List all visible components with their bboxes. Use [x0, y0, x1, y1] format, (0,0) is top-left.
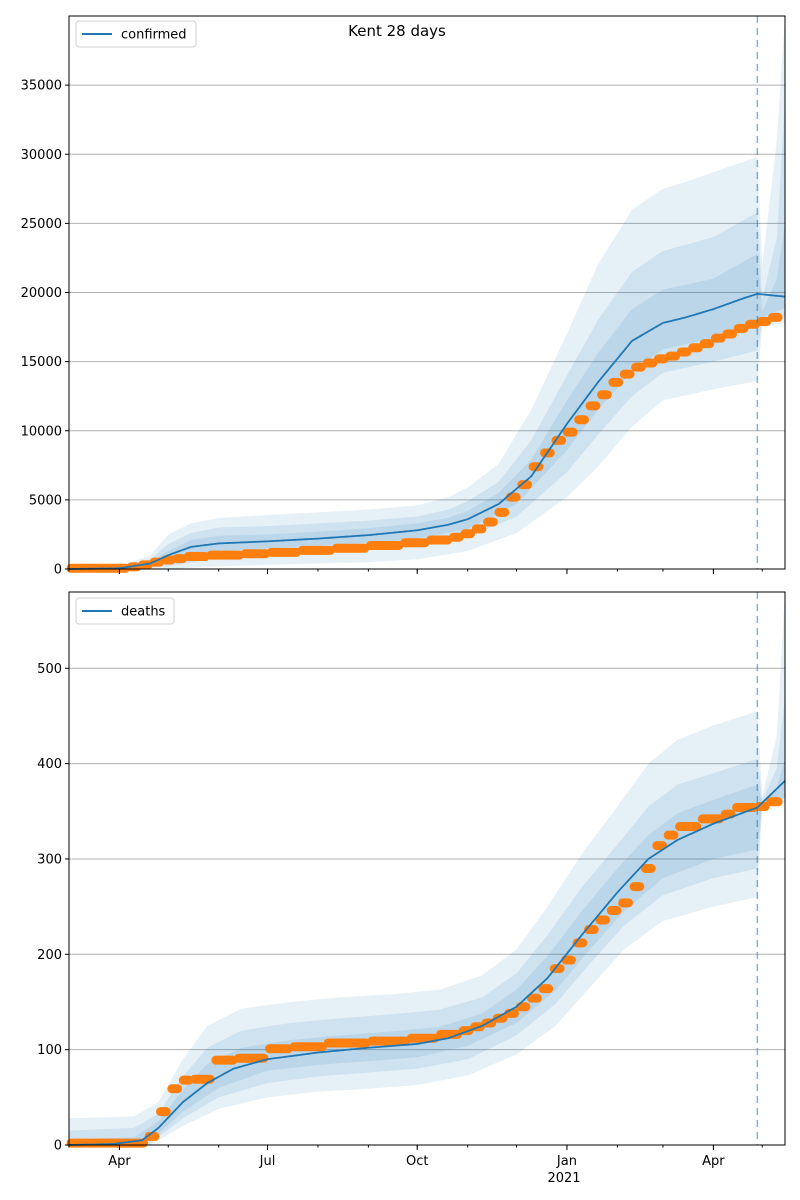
confirmed-panel: 0 5000 10000 15000 20000 25000 30000 35000 conf… — [21, 15, 786, 578]
y-tick-label: 400 — [37, 757, 62, 772]
legend-box — [75, 20, 197, 48]
band-mid-area — [69, 696, 785, 1145]
deaths-band-inner — [69, 758, 785, 1145]
x-year-label: 2021 — [547, 1171, 580, 1186]
y-tick-label: 10000 — [21, 424, 62, 439]
deaths-observed-series — [66, 797, 783, 1148]
band-outer-area — [69, 16, 785, 569]
x-tick-label: Oct — [406, 1154, 428, 1169]
y-tick-label: 5000 — [29, 493, 62, 508]
x-tick-label: Apr — [702, 1154, 725, 1169]
chart-title: Kent 28 days — [348, 22, 446, 40]
deaths-grid — [69, 667, 785, 1051]
band-inner-area — [69, 758, 785, 1145]
y-tick-label: 20000 — [21, 286, 62, 301]
confirmed-observed-series — [66, 312, 783, 573]
y-tick-label: 0 — [54, 1139, 62, 1154]
y-tick-label: 30000 — [21, 148, 62, 163]
deaths-band-mid — [69, 696, 785, 1145]
y-tick-label: 500 — [37, 662, 62, 677]
deaths-x-ticks: Apr Jul Oct Jan Apr — [68, 1145, 763, 1169]
confirmed-grid — [69, 84, 785, 501]
y-tick-label: 25000 — [21, 217, 62, 232]
deaths-panel: 0 100 200 300 400 500 Apr Jul Oct Jan Apr deaths — [37, 591, 786, 1169]
confirmed-x-ticks — [68, 569, 763, 574]
legend-box — [75, 597, 175, 625]
x-tick-label: Apr — [108, 1154, 131, 1169]
y-tick-label: 0 — [54, 563, 62, 578]
confirmed-y-ticks: 0 5000 10000 15000 20000 25000 30000 35000 — [21, 79, 69, 578]
band-mid-area — [69, 98, 785, 569]
y-tick-label: 100 — [37, 1043, 62, 1058]
y-tick-label: 35000 — [21, 79, 62, 94]
confirmed-legend: confirmed — [75, 20, 197, 48]
x-tick-label: Jan — [556, 1154, 577, 1169]
y-tick-label: 200 — [37, 948, 62, 963]
deaths-axes-frame — [68, 591, 786, 1146]
confirmed-band-outer — [69, 16, 785, 569]
confirmed-band-mid — [69, 98, 785, 569]
confirmed-median-line — [68, 292, 786, 570]
deaths-legend: deaths — [75, 597, 175, 625]
deaths-median-line — [68, 780, 786, 1146]
legend-label: deaths — [121, 605, 166, 620]
legend-label: confirmed — [121, 28, 187, 43]
x-tick-label: Jul — [259, 1154, 276, 1169]
y-tick-label: 15000 — [21, 355, 62, 370]
y-tick-label: 300 — [37, 852, 62, 867]
deaths-y-ticks: 0 100 200 300 400 500 — [37, 662, 69, 1154]
